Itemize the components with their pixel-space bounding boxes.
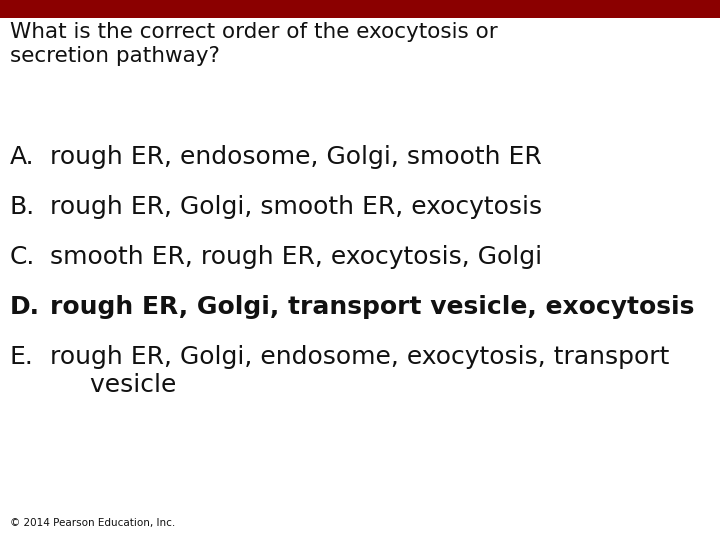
Text: A.: A. — [10, 145, 35, 169]
Text: B.: B. — [10, 195, 35, 219]
Text: rough ER, Golgi, endosome, exocytosis, transport
     vesicle: rough ER, Golgi, endosome, exocytosis, t… — [50, 345, 670, 397]
Text: smooth ER, rough ER, exocytosis, Golgi: smooth ER, rough ER, exocytosis, Golgi — [50, 245, 542, 269]
Bar — [0, 0, 720, 18]
Text: rough ER, endosome, Golgi, smooth ER: rough ER, endosome, Golgi, smooth ER — [50, 145, 541, 169]
Text: D.: D. — [10, 295, 40, 319]
Text: E.: E. — [10, 345, 34, 369]
Text: © 2014 Pearson Education, Inc.: © 2014 Pearson Education, Inc. — [10, 518, 175, 528]
Text: C.: C. — [10, 245, 35, 269]
Text: What is the correct order of the exocytosis or
secretion pathway?: What is the correct order of the exocyto… — [10, 22, 498, 66]
Text: rough ER, Golgi, smooth ER, exocytosis: rough ER, Golgi, smooth ER, exocytosis — [50, 195, 542, 219]
Text: rough ER, Golgi, transport vesicle, exocytosis: rough ER, Golgi, transport vesicle, exoc… — [50, 295, 694, 319]
